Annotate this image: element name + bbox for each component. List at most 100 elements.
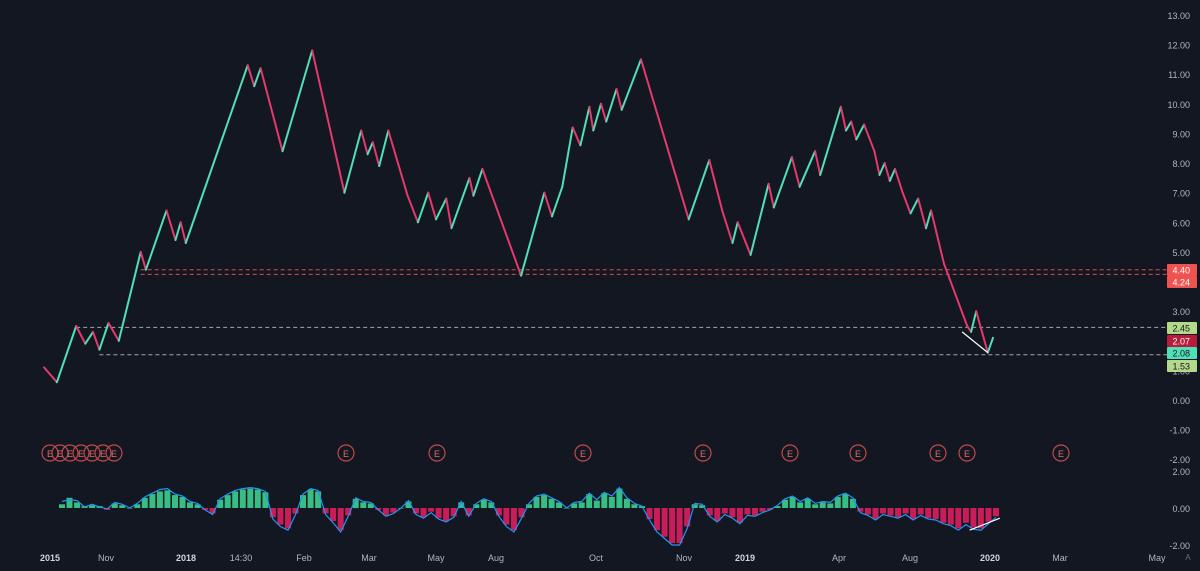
earnings-marker[interactable]: E [72, 444, 90, 462]
histogram-bar [156, 491, 163, 508]
earnings-marker[interactable]: E [958, 444, 976, 462]
histogram-bar [744, 508, 751, 515]
histogram-bar [239, 489, 246, 508]
price-segment [92, 330, 101, 351]
price-segment [943, 262, 969, 327]
price-segment [311, 49, 346, 194]
earnings-marker[interactable]: E [41, 444, 59, 462]
earnings-marker[interactable]: E [61, 444, 79, 462]
histogram-bar [450, 508, 457, 517]
price-segment [620, 58, 642, 111]
earnings-marker[interactable]: E [51, 444, 69, 462]
price-segment [600, 102, 608, 123]
histogram-bar [661, 508, 668, 537]
price-segment [371, 141, 381, 167]
histogram-bar [985, 508, 992, 522]
y-tick-label: 11.00 [1168, 70, 1190, 80]
histogram-bar [413, 508, 419, 514]
histogram-bar [262, 492, 269, 508]
price-segment [878, 162, 886, 176]
osc-y-tick-label: 0.00 [1172, 504, 1190, 514]
oscillator-divergence-line [969, 517, 1001, 531]
histogram-bar [608, 496, 615, 508]
price-segment [174, 221, 182, 242]
price-tag-box [1167, 360, 1197, 372]
price-tag[interactable]: 2.08 [1167, 347, 1197, 359]
price-tag[interactable]: 1.53 [1167, 360, 1197, 372]
price-segment [246, 64, 256, 88]
price-segment [579, 105, 591, 147]
histogram-bar [277, 508, 284, 525]
earnings-label: E [67, 449, 73, 459]
earnings-label: E [935, 449, 941, 459]
histogram-bar [699, 505, 706, 508]
earnings-marker[interactable]: E [83, 444, 101, 462]
oscillator-line [61, 486, 997, 546]
osc-y-tick-label: 2.00 [1172, 467, 1190, 477]
osc-y-tick-label: -2.00 [1169, 541, 1190, 551]
price-segment [571, 126, 582, 147]
earnings-marker[interactable]: E [781, 444, 799, 462]
price-segment [894, 168, 904, 194]
earnings-marker[interactable]: E [694, 444, 712, 462]
x-tick-label: 2015 [40, 553, 60, 563]
histogram-bar [315, 491, 322, 508]
earnings-marker[interactable]: E [94, 444, 112, 462]
histogram-bar [940, 508, 947, 523]
histogram-bar [631, 504, 638, 508]
price-tag[interactable]: 4.40 [1167, 264, 1197, 276]
histogram-bar [202, 508, 209, 510]
histogram-bar [812, 504, 819, 508]
earnings-circle [72, 444, 90, 462]
price-segment [75, 325, 87, 345]
earnings-marker[interactable]: E [428, 444, 446, 462]
price-tags: 4.40 4.24 2.45 2.07 2.08 1.53 [1167, 264, 1197, 372]
price-segment [406, 194, 419, 224]
y-tick-label: 0.00 [1172, 396, 1190, 406]
histogram-bar [721, 508, 728, 514]
price-segment [592, 102, 602, 132]
time-axis[interactable]: 2015 Nov 2018 14:30 Feb Mar May Aug Oct Nov 2019 Ap… [40, 553, 1166, 563]
histogram-bar [89, 505, 96, 508]
price-segment [855, 123, 866, 141]
price-segment [975, 310, 989, 354]
earnings-marker[interactable]: E [105, 444, 123, 462]
y-tick-label: 12.00 [1167, 41, 1190, 51]
y-tick-label: 8.00 [1172, 159, 1190, 169]
price-tag-label: 2.45 [1172, 324, 1190, 334]
histogram-bar [593, 500, 600, 508]
earnings-marker[interactable]: E [1052, 444, 1070, 462]
price-segment [366, 141, 374, 156]
price-segment [930, 209, 945, 265]
price-segment [98, 322, 110, 351]
price-tag[interactable]: 2.07 [1167, 335, 1197, 347]
histogram-bar [495, 508, 502, 516]
histogram-bar [74, 502, 81, 508]
histogram-bar [676, 508, 683, 544]
price-segment [543, 191, 553, 218]
price-tag[interactable]: 2.45 [1167, 322, 1197, 334]
price-tag-box [1167, 322, 1197, 334]
histogram-bar [300, 495, 306, 508]
histogram-bar [164, 490, 171, 508]
histogram-bar [970, 508, 977, 528]
histogram-bar [729, 508, 736, 518]
histogram-bar [337, 508, 344, 531]
price-tag[interactable]: 4.24 [1167, 276, 1197, 288]
earnings-marker[interactable]: E [849, 444, 867, 462]
histogram-bar [352, 498, 359, 509]
y-tick-label: 5.00 [1172, 248, 1190, 258]
earnings-marker[interactable]: E [337, 444, 355, 462]
histogram-bar [955, 508, 962, 529]
price-tag-box [1167, 276, 1197, 288]
price-segment [588, 105, 595, 132]
histogram-bar [232, 491, 239, 508]
x-tick-label: Aug [488, 553, 504, 563]
histogram-bar [292, 508, 299, 514]
earnings-marker[interactable]: E [574, 444, 592, 462]
earnings-marker[interactable]: E [929, 444, 947, 462]
price-segment [986, 336, 994, 354]
y-tick-label: 9.00 [1172, 130, 1190, 140]
earnings-label: E [100, 449, 106, 459]
